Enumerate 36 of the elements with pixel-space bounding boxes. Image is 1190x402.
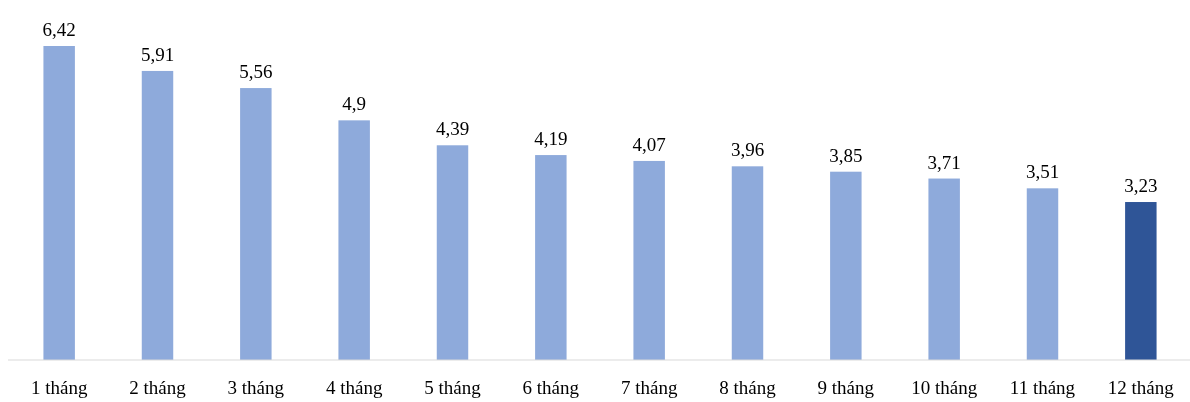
data-label: 5,56 — [239, 61, 273, 83]
x-tick-label: 2 tháng — [129, 377, 187, 398]
x-tick-label: 10 tháng — [911, 377, 978, 398]
bar — [338, 120, 370, 360]
bar — [731, 166, 764, 360]
x-tick-label: 3 tháng — [227, 377, 285, 398]
data-label: 4,39 — [435, 118, 470, 140]
x-tick-label: 11 tháng — [1009, 377, 1076, 398]
x-tick-label: 4 tháng — [325, 377, 383, 398]
bar — [141, 70, 174, 360]
bar — [535, 155, 567, 360]
data-label: 4,07 — [632, 133, 666, 155]
bar — [1125, 202, 1157, 360]
data-label: 3,96 — [730, 139, 765, 161]
bar — [436, 145, 469, 360]
x-tick-label: 1 tháng — [30, 377, 88, 398]
bar — [928, 178, 960, 360]
data-label: 6,42 — [42, 19, 76, 40]
bar — [240, 88, 272, 360]
x-tick-label: 6 tháng — [522, 377, 580, 398]
data-label: 3,85 — [829, 144, 863, 166]
x-tick-label: 9 tháng — [817, 377, 875, 398]
data-label: 3,23 — [1124, 175, 1158, 197]
data-label: 5,91 — [140, 43, 175, 65]
x-tick-label: 12 tháng — [1107, 377, 1175, 398]
x-tick-label: 8 tháng — [719, 377, 777, 398]
x-tick-label: 5 tháng — [424, 377, 482, 398]
data-label: 4,9 — [342, 93, 367, 115]
bar — [633, 160, 665, 360]
data-label: 3,71 — [927, 151, 961, 173]
bar — [830, 171, 862, 360]
data-label: 4,19 — [534, 128, 568, 150]
bar — [43, 46, 75, 360]
data-label: 3,51 — [1025, 161, 1060, 183]
bar — [1026, 188, 1059, 360]
x-tick-label: 7 tháng — [620, 377, 678, 398]
